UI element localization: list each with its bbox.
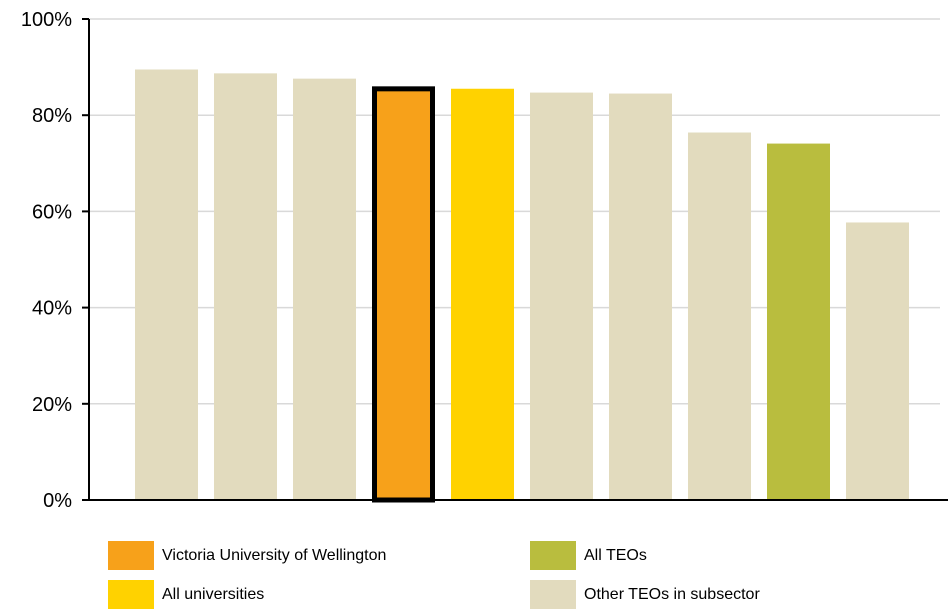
bar-3 — [293, 78, 356, 501]
bar-6 — [530, 92, 593, 500]
y-tick-label: 60% — [32, 201, 72, 223]
y-tick-label: 0% — [43, 490, 72, 512]
bar-1 — [135, 69, 198, 500]
y-tick-labels: 0% 20% 40% 60% 80% 100% — [21, 9, 72, 512]
axes — [82, 18, 948, 501]
y-tick-label: 20% — [32, 394, 72, 416]
bar-4 — [372, 86, 435, 503]
bars — [135, 69, 909, 503]
bar-7 — [609, 93, 672, 501]
bar-10 — [846, 222, 909, 500]
y-tick-label: 40% — [32, 298, 72, 320]
y-tick-label: 80% — [32, 105, 72, 127]
bar-5 — [451, 88, 514, 501]
bar-9 — [767, 143, 830, 501]
y-tick-label: 100% — [21, 9, 72, 31]
bar-8 — [688, 132, 751, 501]
bar-2 — [214, 73, 277, 500]
